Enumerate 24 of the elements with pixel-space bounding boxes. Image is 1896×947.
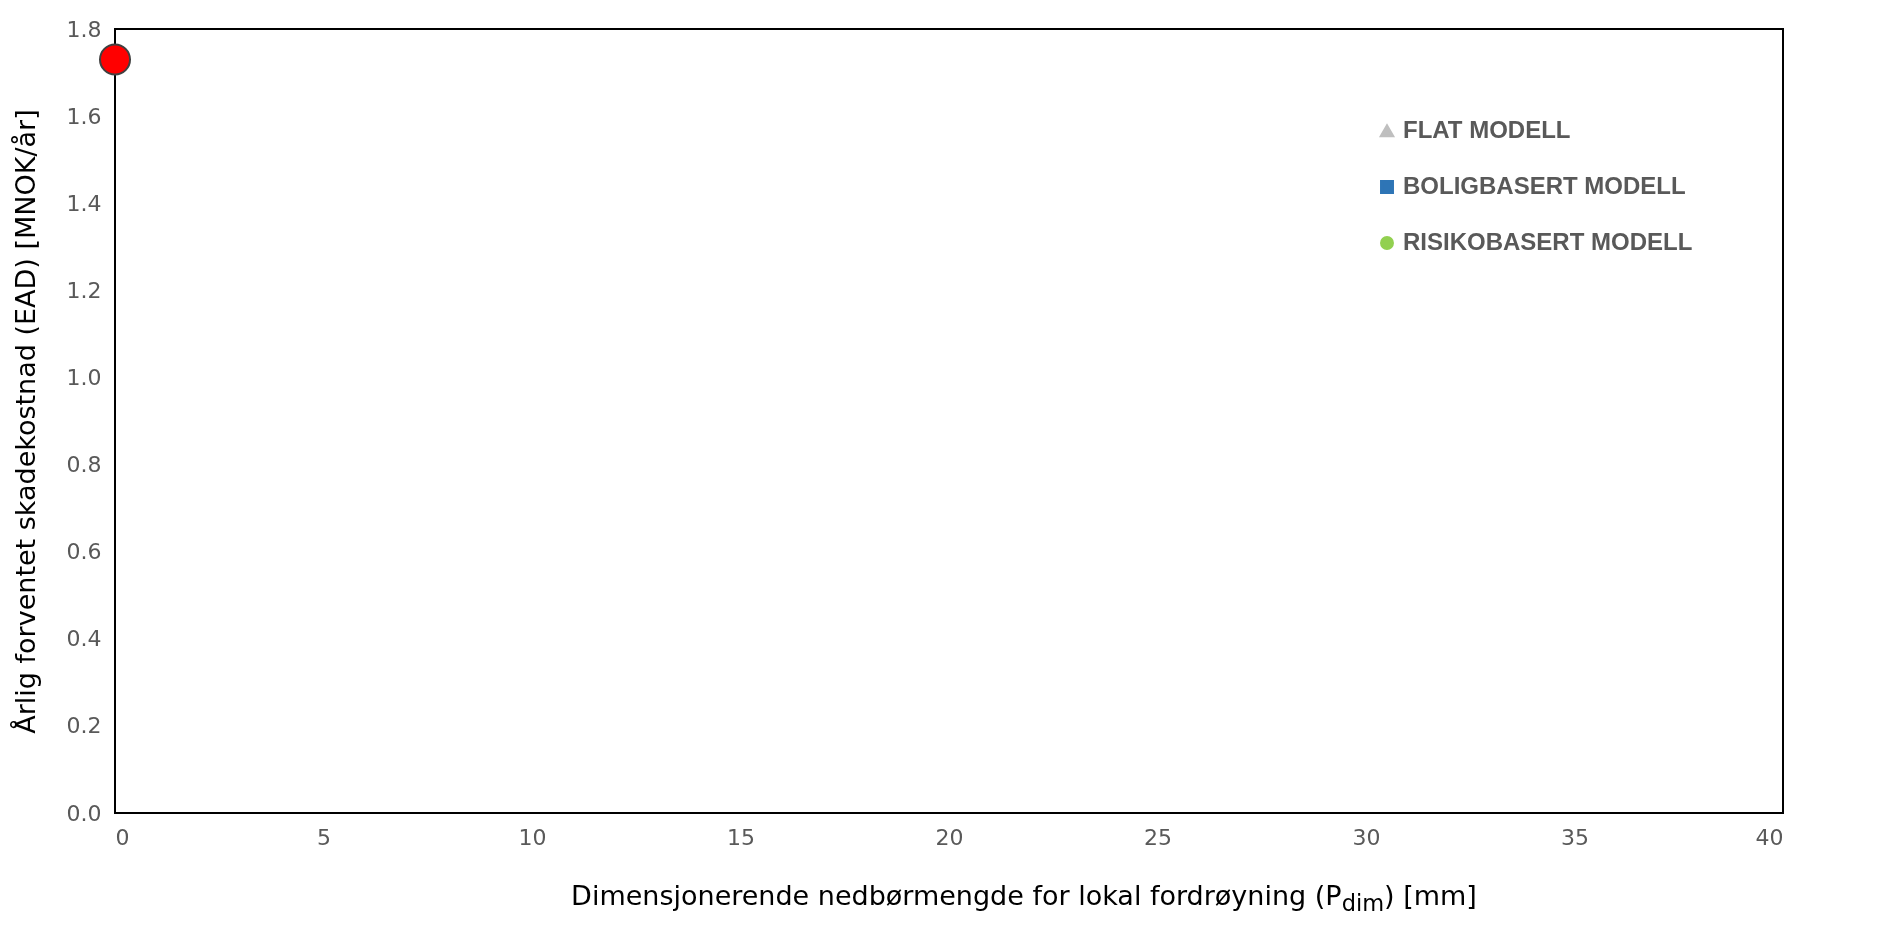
y-tick-label: 0.6	[66, 539, 102, 565]
x-tick-label: 10	[518, 824, 547, 850]
y-tick-label: 1.0	[66, 364, 102, 390]
y-tick-label: 0.2	[66, 713, 102, 739]
x-tick-label: 15	[727, 824, 755, 850]
x-tick-label: 30	[1352, 824, 1381, 850]
x-axis-title: Dimensjonerende nedbørmengde for lokal fordrøyning (P$_{dim}$) [mm]	[570, 880, 1478, 917]
legend-label: FLAT MODELL	[1403, 116, 1571, 143]
legend-label: BOLIGBASERT MODELL	[1403, 172, 1686, 199]
y-tick-label: 1.8	[66, 16, 102, 42]
x-tick-label: 20	[935, 824, 964, 850]
y-tick-label: 0.0	[66, 800, 102, 826]
x-tick-label: 25	[1144, 824, 1172, 850]
x-tick-label: 5	[317, 824, 331, 850]
x-tick-label: 40	[1755, 824, 1784, 850]
y-tick-label: 0.4	[66, 626, 102, 652]
y-tick-label: 1.2	[66, 277, 102, 303]
y-tick-label: 1.6	[66, 103, 102, 129]
x-tick-label: 0	[115, 824, 130, 850]
legend-label: RISIKOBASERT MODELL	[1403, 228, 1693, 255]
y-tick-label: 0.8	[66, 452, 102, 478]
y-tick-label: 1.4	[66, 190, 102, 216]
y-axis-title: Årlig forventet skadekostnad (EAD) [MNOK/år]	[9, 109, 41, 734]
x-tick-label: 35	[1561, 824, 1589, 850]
